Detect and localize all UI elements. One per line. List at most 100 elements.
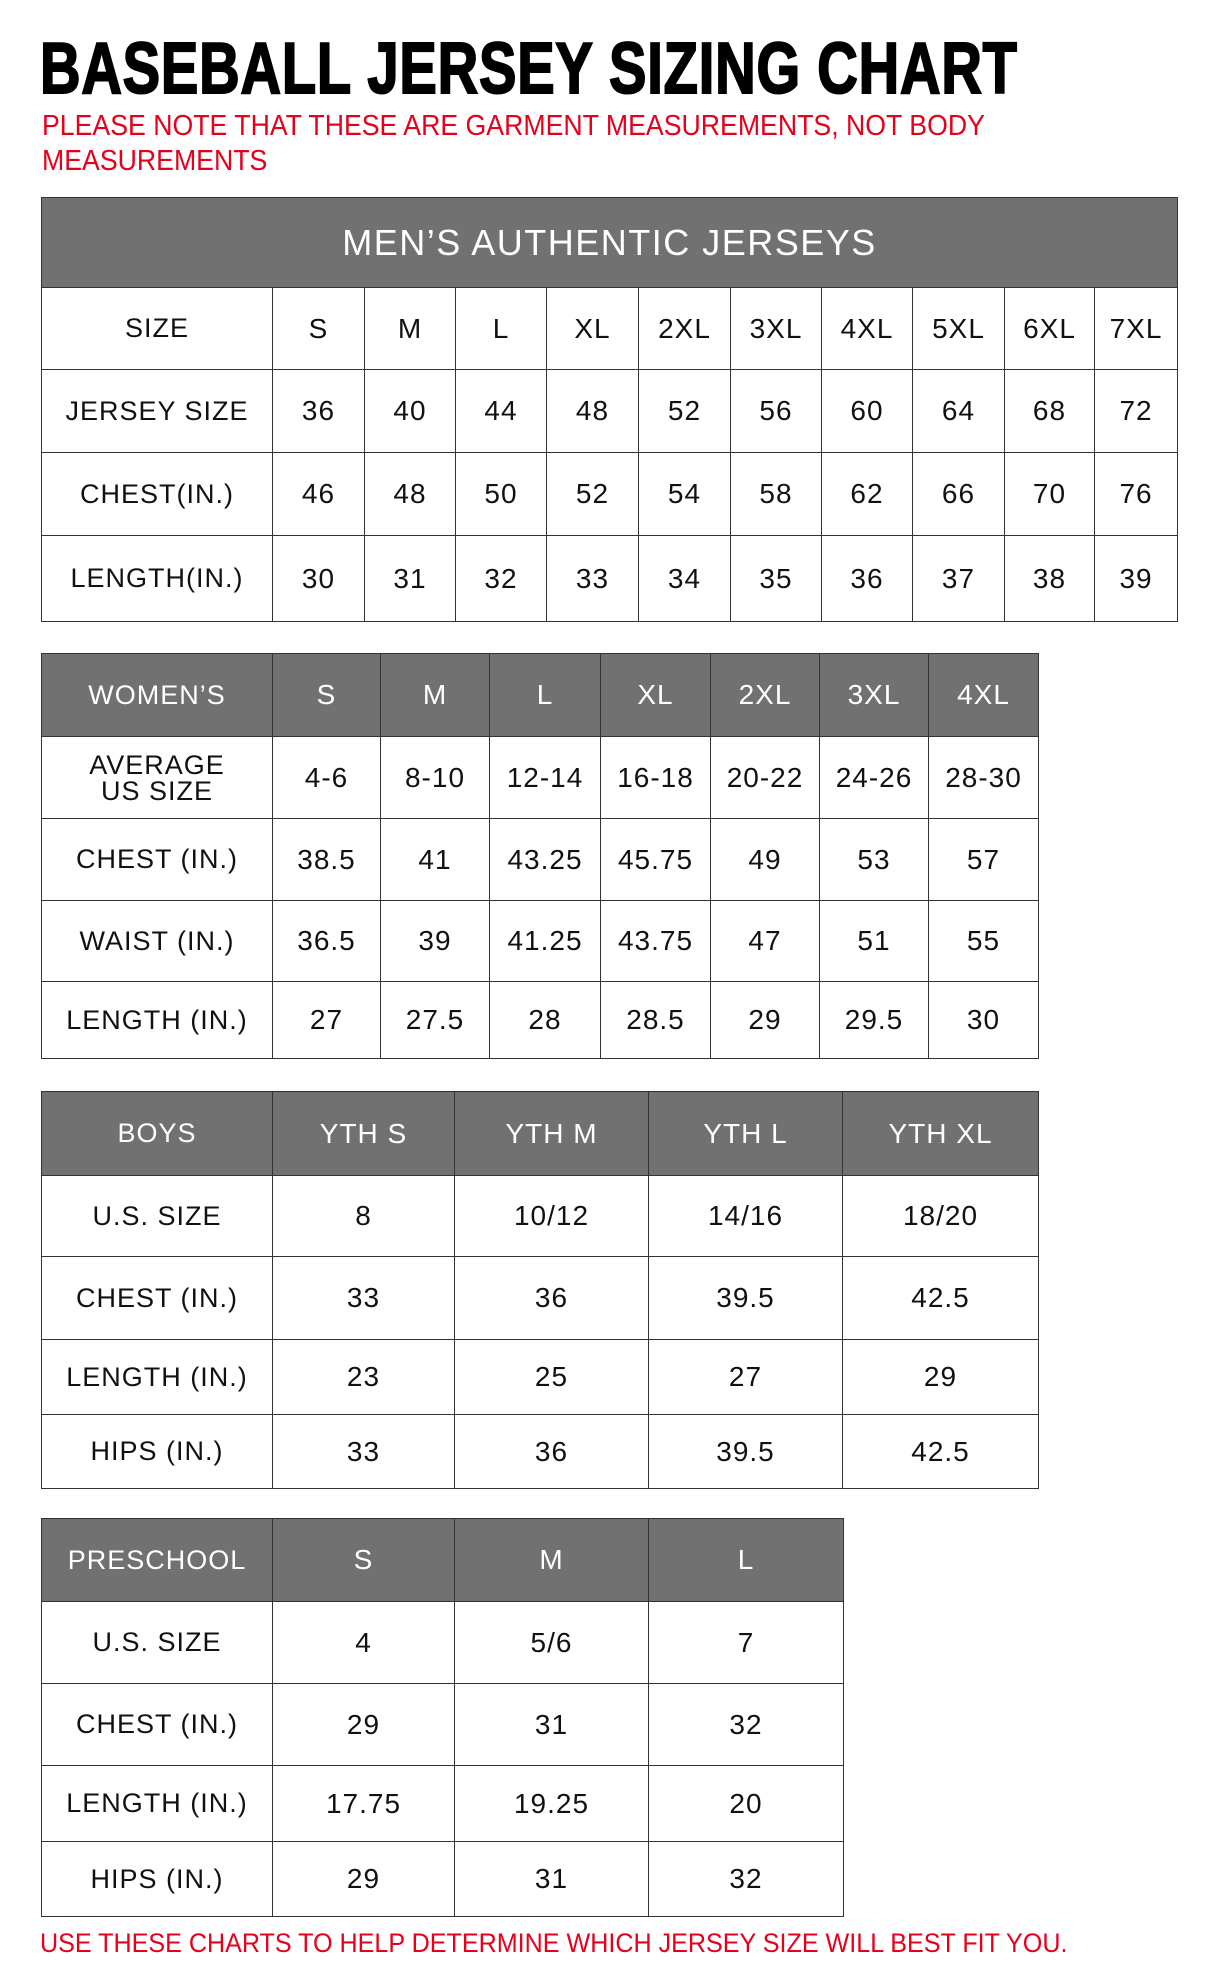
row-label: U.S. SIZE — [41, 1601, 273, 1684]
table-cell: 4 — [272, 1601, 455, 1684]
table-cell: 51 — [819, 900, 929, 982]
table-cell: 39.5 — [648, 1256, 843, 1340]
size-column-header: 7XL — [1093, 287, 1179, 370]
table-cell: 4-6 — [272, 736, 381, 819]
size-column-header: L — [648, 1518, 844, 1602]
table-cell: 32 — [648, 1841, 844, 1917]
note-line-1: PLEASE NOTE THAT THESE ARE GARMENT MEASU… — [42, 110, 985, 142]
table-cell: 52 — [638, 369, 731, 453]
table-cell: 18/20 — [842, 1175, 1039, 1257]
table-cell: 70 — [1004, 452, 1095, 536]
mens-size-table: MEN’S AUTHENTIC JERSEYS SIZE S M L XL 2XL 3XL 4X… — [40, 197, 1179, 622]
table-cell: 48 — [546, 369, 639, 453]
table-cell: 29 — [842, 1339, 1039, 1415]
table-cell: 7 — [648, 1601, 844, 1684]
size-column-header: YTH L — [648, 1091, 843, 1176]
size-column-header: XL — [546, 287, 639, 370]
table-cell: 14/16 — [648, 1175, 843, 1257]
womens-size-table: WOMEN’S S M L XL 2XL 3XL 4XL AVERAGE US SIZE 4-6 8… — [41, 653, 1039, 1059]
table-cell: 36 — [454, 1414, 649, 1489]
table-cell: 44 — [455, 369, 547, 453]
table-cell: 66 — [912, 452, 1005, 536]
table-cell: 39 — [1093, 535, 1179, 622]
boys-size-table: BOYS YTH S YTH M YTH L YTH XL U.S. SIZE 8 10/12… — [41, 1091, 1039, 1489]
table-cell: 10/12 — [454, 1175, 649, 1257]
size-column-header: YTH S — [272, 1091, 455, 1176]
table-cell: 8-10 — [380, 736, 490, 819]
table-cell: 31 — [454, 1683, 649, 1766]
table-cell: 53 — [819, 818, 929, 901]
table-cell: 41.25 — [489, 900, 601, 982]
table-cell: 39 — [380, 900, 490, 982]
row-label: CHEST(IN.) — [41, 452, 273, 536]
table-cell: 49 — [710, 818, 820, 901]
table-cell: 5/6 — [454, 1601, 649, 1684]
table-cell: 32 — [455, 535, 547, 622]
row-label: CHEST (IN.) — [41, 1256, 273, 1340]
table-row: LENGTH (IN.) 23 25 27 29 — [41, 1339, 1039, 1415]
table-cell: 46 — [272, 452, 365, 536]
banner-title: MEN’S AUTHENTIC JERSEYS — [40, 197, 1179, 288]
row-label: U.S. SIZE — [41, 1175, 273, 1257]
table-row: U.S. SIZE 8 10/12 14/16 18/20 — [41, 1175, 1039, 1257]
size-column-header: S — [272, 653, 381, 737]
size-column-header: XL — [600, 653, 711, 737]
table-row: AVERAGE US SIZE 4-6 8-10 12-14 16-18 20-22 24-… — [41, 736, 1039, 819]
table-cell: 62 — [821, 452, 913, 536]
header-row: WOMEN’S S M L XL 2XL 3XL 4XL — [41, 653, 1039, 737]
table-category: WOMEN’S — [41, 653, 273, 737]
table-cell: 36 — [272, 369, 365, 453]
table-cell: 32 — [648, 1683, 844, 1766]
row-label: CHEST (IN.) — [41, 818, 273, 901]
header-row: PRESCHOOL S M L — [41, 1518, 844, 1602]
row-label: WAIST (IN.) — [41, 900, 273, 982]
table-cell: 25 — [454, 1339, 649, 1415]
table-cell: 34 — [638, 535, 731, 622]
size-column-header: 3XL — [819, 653, 929, 737]
table-cell: 19.25 — [454, 1765, 649, 1842]
table-cell: 42.5 — [842, 1414, 1039, 1489]
note-line-2: MEASUREMENTS — [42, 145, 268, 177]
table-row: CHEST (IN.) 33 36 39.5 42.5 — [41, 1256, 1039, 1340]
table-cell: 55 — [928, 900, 1039, 982]
row-label: HIPS (IN.) — [41, 1841, 273, 1917]
table-cell: 33 — [546, 535, 639, 622]
size-column-header: 4XL — [821, 287, 913, 370]
row-label: AVERAGE US SIZE — [41, 736, 273, 819]
table-cell: 48 — [364, 452, 456, 536]
size-column-header: M — [380, 653, 490, 737]
table-row: CHEST(IN.) 46 48 50 52 54 58 62 66 70 76 — [41, 452, 1179, 536]
row-label: HIPS (IN.) — [41, 1414, 273, 1489]
table-banner: MEN’S AUTHENTIC JERSEYS — [40, 197, 1179, 288]
table-cell: 33 — [272, 1256, 455, 1340]
table-cell: 12-14 — [489, 736, 601, 819]
table-cell: 31 — [364, 535, 456, 622]
table-cell: 28.5 — [600, 981, 711, 1059]
size-column-header: 3XL — [730, 287, 822, 370]
table-cell: 36.5 — [272, 900, 381, 982]
table-row: LENGTH(IN.) 30 31 32 33 34 35 36 37 38 39 — [41, 535, 1179, 622]
table-cell: 29 — [272, 1841, 455, 1917]
table-row: LENGTH (IN.) 17.75 19.25 20 — [41, 1765, 844, 1842]
table-cell: 76 — [1093, 452, 1179, 536]
header-row: BOYS YTH S YTH M YTH L YTH XL — [41, 1091, 1039, 1176]
table-cell: 36 — [821, 535, 913, 622]
row-label: LENGTH (IN.) — [41, 981, 273, 1059]
size-column-header: S — [272, 287, 365, 370]
size-column-header: 6XL — [1004, 287, 1095, 370]
size-column-header: YTH XL — [842, 1091, 1039, 1176]
table-cell: 43.25 — [489, 818, 601, 901]
table-cell: 28 — [489, 981, 601, 1059]
row-label: CHEST (IN.) — [41, 1683, 273, 1766]
table-cell: 20-22 — [710, 736, 820, 819]
table-cell: 24-26 — [819, 736, 929, 819]
table-cell: 38.5 — [272, 818, 381, 901]
footer-note: USE THESE CHARTS TO HELP DETERMINE WHICH… — [40, 1928, 1068, 1958]
size-column-header: L — [489, 653, 601, 737]
table-cell: 35 — [730, 535, 822, 622]
table-row: CHEST (IN.) 29 31 32 — [41, 1683, 844, 1766]
table-cell: 28-30 — [928, 736, 1039, 819]
table-cell: 39.5 — [648, 1414, 843, 1489]
table-row: CHEST (IN.) 38.5 41 43.25 45.75 49 53 57 — [41, 818, 1039, 901]
table-cell: 52 — [546, 452, 639, 536]
